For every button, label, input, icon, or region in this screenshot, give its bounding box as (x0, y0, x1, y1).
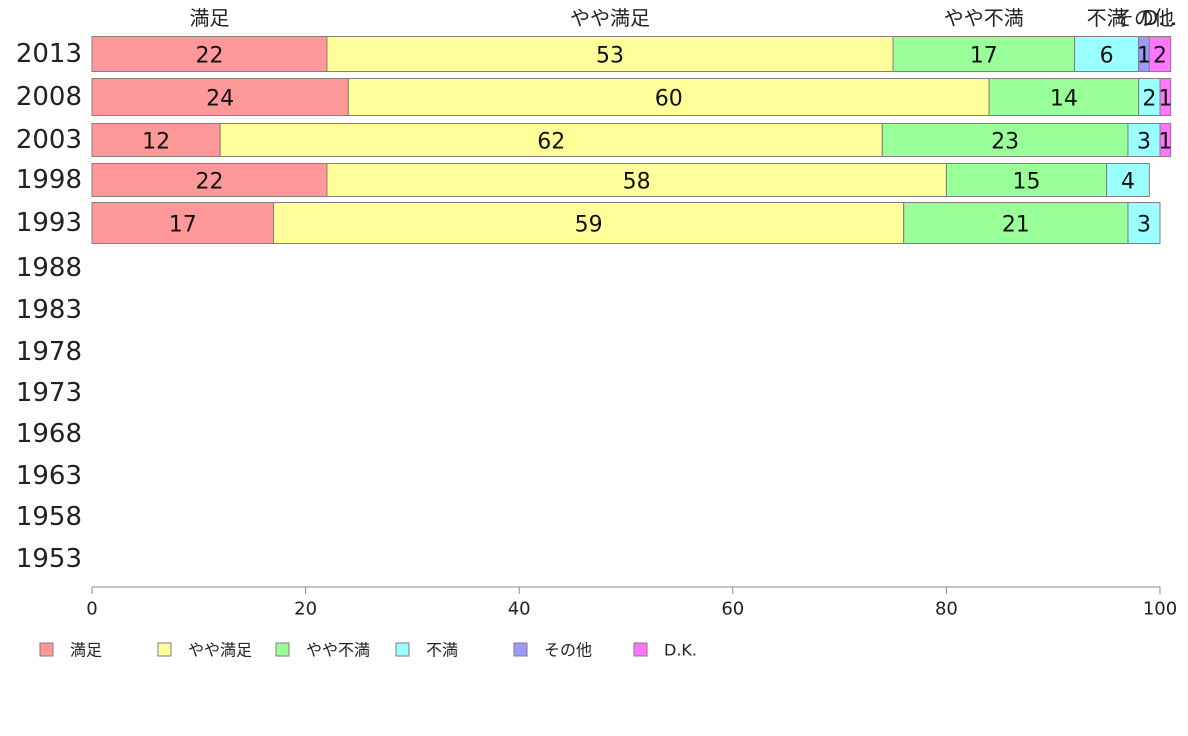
value-label-1993-0: 17 (169, 213, 197, 238)
bar-2008-0 (91, 78, 349, 116)
year-label-1993: 1993 (16, 208, 82, 238)
year-label-1953: 1953 (16, 544, 82, 574)
value-label-2003-5: 1 (1158, 130, 1172, 155)
bar-2008-2 (988, 78, 1140, 116)
bar-1993-3 (1127, 202, 1161, 244)
value-label-2003-3: 3 (1137, 130, 1151, 155)
legend-label-4: その他 (544, 641, 592, 660)
top-label-4: その他 (1114, 6, 1174, 30)
legend-swatch-4 (513, 642, 528, 657)
value-label-2013-2: 17 (970, 44, 998, 69)
value-label-2013-0: 22 (195, 44, 223, 69)
legend-swatch-2 (275, 642, 290, 657)
bar-2003-3 (1127, 123, 1161, 157)
year-label-1973: 1973 (16, 378, 82, 408)
year-label-2008: 2008 (16, 82, 82, 112)
value-label-1998-1: 58 (623, 170, 651, 195)
bar-2003-5 (1159, 123, 1172, 157)
value-label-1993-3: 3 (1137, 213, 1151, 238)
bar-1993-0 (91, 202, 275, 244)
legend-swatch-0 (39, 642, 54, 657)
value-label-2003-0: 12 (142, 130, 170, 155)
legend-swatch-1 (157, 642, 172, 657)
value-label-2008-1: 60 (655, 87, 683, 112)
legend-label-1: やや満足 (188, 641, 252, 660)
value-label-2013-3: 6 (1100, 44, 1114, 69)
x-tick-label-60: 60 (721, 599, 744, 620)
value-label-1998-3: 4 (1121, 170, 1135, 195)
year-label-2013: 2013 (16, 39, 82, 69)
bar-1998-0 (91, 163, 328, 197)
value-label-2008-3: 2 (1142, 87, 1156, 112)
bar-2003-0 (91, 123, 221, 157)
bar-2003-2 (881, 123, 1129, 157)
top-label-5: D... (1143, 6, 1177, 30)
top-category-labels: 満足 やや満足 やや不満 不満その他D... (189, 6, 1177, 30)
top-label-1: やや満足 (570, 6, 650, 30)
value-label-1998-2: 15 (1013, 170, 1041, 195)
year-label-1988: 1988 (16, 253, 82, 283)
bar-2003-1 (219, 123, 883, 157)
legend-swatch-5 (633, 642, 648, 657)
value-label-2003-2: 23 (991, 130, 1019, 155)
value-label-1998-0: 22 (195, 170, 223, 195)
bar-1998-2 (945, 163, 1108, 197)
year-label-1968: 1968 (16, 419, 82, 449)
legend-label-3: 不満 (426, 641, 458, 660)
value-label-2003-1: 62 (537, 130, 565, 155)
x-tick-label-40: 40 (508, 599, 531, 620)
year-label-1998: 1998 (16, 165, 82, 195)
legend-label-0: 満足 (70, 641, 102, 660)
year-label-1958: 1958 (16, 502, 82, 532)
bars: 22 53 17 6 1 224 60 14 2 112 62 23 3 122 58 15 417 59 21 3 (91, 36, 1172, 244)
legend-swatch-3 (395, 642, 410, 657)
value-label-2008-5: 1 (1158, 87, 1172, 112)
bar-1993-1 (273, 202, 905, 244)
year-label-1978: 1978 (16, 337, 82, 367)
bar-1993-2 (903, 202, 1129, 244)
year-label-1983: 1983 (16, 295, 82, 325)
value-label-2013-1: 53 (596, 44, 624, 69)
bar-2008-5 (1159, 78, 1172, 116)
value-label-1993-2: 21 (1002, 213, 1030, 238)
bar-2013-0 (91, 36, 328, 72)
bar-1998-1 (326, 163, 947, 197)
bar-2013-3 (1074, 36, 1140, 72)
x-axis: 0 20 40 60 80 100 (86, 586, 1177, 620)
value-label-2008-0: 24 (206, 87, 234, 112)
top-label-2: やや不満 (944, 6, 1024, 30)
bar-1998-3 (1106, 163, 1150, 197)
x-tick-label-20: 20 (294, 599, 317, 620)
x-tick-label-100: 100 (1143, 599, 1177, 620)
top-label-0: 満足 (189, 6, 229, 30)
bar-2008-1 (347, 78, 990, 116)
top-label-3: 不満 (1087, 6, 1127, 30)
value-label-2013-4: 1 (1137, 44, 1151, 69)
x-tick-label-80: 80 (935, 599, 958, 620)
year-label-1963: 1963 (16, 461, 82, 491)
legend-label-5: D.K. (664, 641, 697, 660)
bar-2013-5 (1148, 36, 1172, 72)
year-label-2003: 2003 (16, 125, 82, 155)
legend-label-2: やや不満 (306, 641, 370, 660)
year-labels: 2013 2008 2003 1998 1993 1988 1983 1978 1973 1968… (16, 39, 82, 574)
legend: 満足 やや満足 やや不満 不満 その他 D.K. (39, 641, 697, 660)
x-tick-label-0: 0 (86, 599, 97, 620)
value-label-2008-2: 14 (1050, 87, 1078, 112)
value-label-2013-5: 2 (1153, 44, 1167, 69)
value-label-1993-1: 59 (575, 213, 603, 238)
